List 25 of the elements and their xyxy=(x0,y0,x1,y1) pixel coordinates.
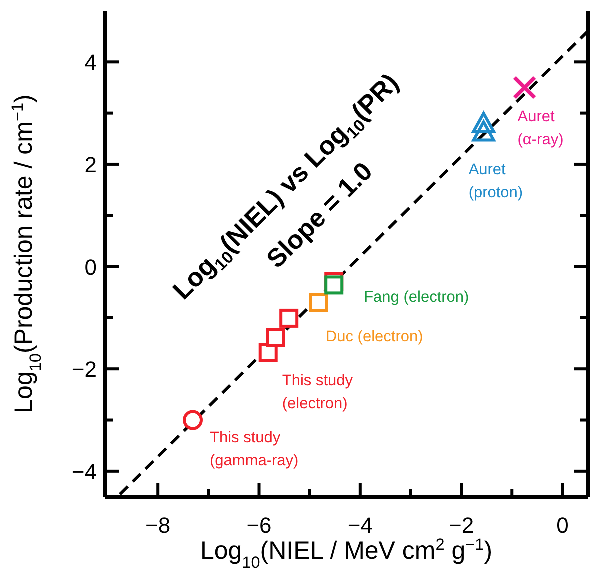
x-tick-label: 0 xyxy=(556,513,569,538)
point xyxy=(266,328,286,348)
x-axis-title: Log$_{10}$(NIEL / MeV cm$^{2}$ g$^{−1}$) xyxy=(200,536,493,572)
point xyxy=(280,308,299,328)
series-label: This study (electron) xyxy=(282,372,354,413)
point xyxy=(324,276,344,295)
y-tick-label: −4 xyxy=(72,459,97,484)
point xyxy=(472,112,496,134)
series-label: Auret (proton) xyxy=(468,162,524,202)
x-tick-label: −8 xyxy=(146,513,171,538)
point xyxy=(183,410,203,430)
series-label: Duc (electron) xyxy=(326,328,424,346)
point xyxy=(472,120,496,142)
x-tick-label: −4 xyxy=(348,513,373,538)
series-label: Fang (electron) xyxy=(364,289,470,306)
y-tick-label: 2 xyxy=(84,152,97,178)
y-tick-label: 0 xyxy=(84,254,97,280)
x-tick-label: −2 xyxy=(449,513,474,538)
series-label: Auret (α-ray) xyxy=(518,108,564,149)
y-tick-label: 4 xyxy=(84,50,97,76)
series-label: This study (gamma-ray) xyxy=(210,429,299,470)
point xyxy=(309,293,328,312)
y-tick-label: −2 xyxy=(72,357,97,382)
point xyxy=(512,76,537,100)
x-tick-label: −6 xyxy=(246,513,272,538)
